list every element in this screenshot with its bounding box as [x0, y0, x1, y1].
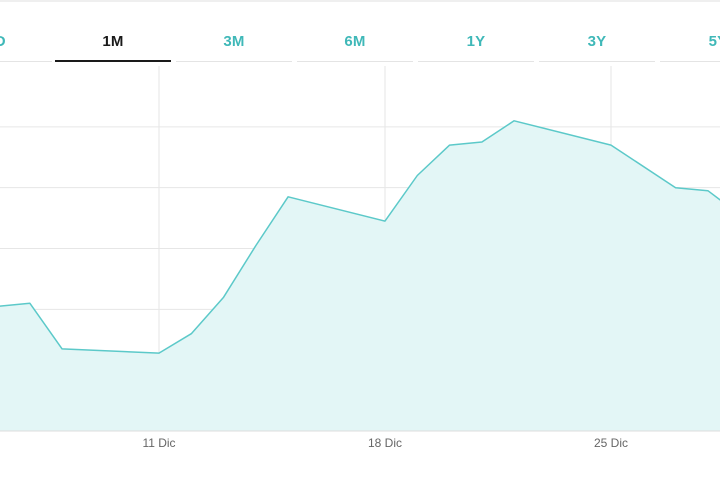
range-tabs: 1D 1M 3M 6M 1Y 3Y 5Y: [0, 0, 720, 66]
x-tick-label: 25 Dic: [594, 436, 628, 450]
tab-5y[interactable]: 5Y: [660, 22, 720, 62]
tab-5y-label: 5Y: [708, 33, 720, 50]
tab-1y-label: 1Y: [466, 33, 486, 50]
tab-3y[interactable]: 3Y: [539, 22, 655, 62]
tab-3m-label: 3M: [223, 33, 245, 50]
x-tick-label: 18 Dic: [368, 436, 402, 450]
x-tick-label: 11 Dic: [142, 436, 175, 450]
tab-6m-label: 6M: [344, 33, 366, 50]
series-layer: [0, 120, 720, 432]
series-area: [0, 120, 720, 431]
top-divider: [0, 0, 720, 2]
tab-1m[interactable]: 1M: [55, 22, 171, 62]
tab-3m[interactable]: 3M: [176, 22, 292, 62]
tab-1y[interactable]: 1Y: [418, 22, 534, 62]
tab-3y-label: 3Y: [587, 33, 607, 50]
tab-1d-label: 1D: [0, 33, 6, 50]
tab-1m-label: 1M: [102, 33, 124, 50]
tab-1d[interactable]: 1D: [0, 22, 52, 62]
tab-6m[interactable]: 6M: [297, 22, 413, 62]
series-line: [0, 120, 720, 354]
